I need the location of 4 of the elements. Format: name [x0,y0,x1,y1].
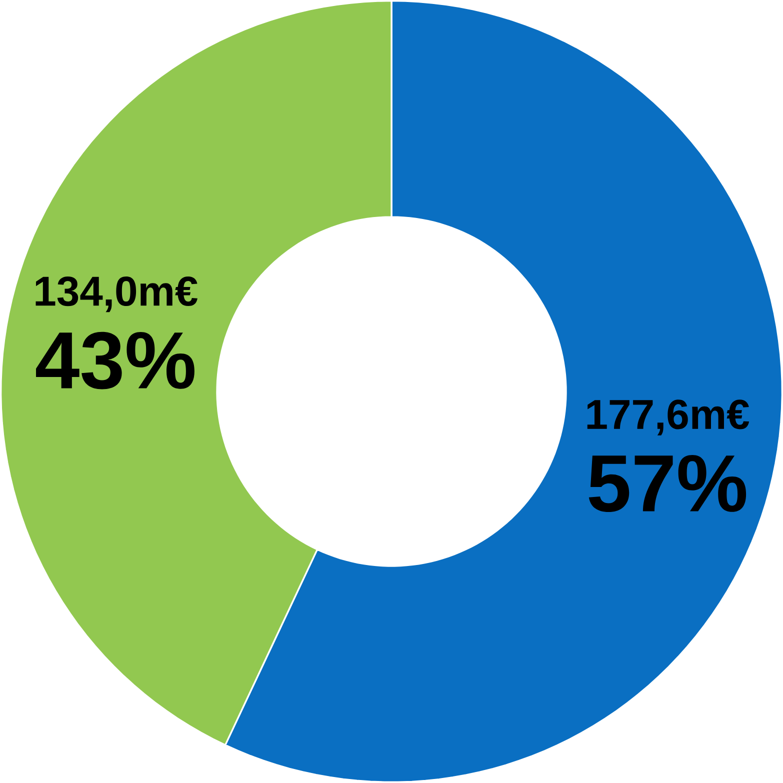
text: 57% [588,455,746,512]
data-label: 134,0m€ [36,276,198,312]
text: 43% [36,332,194,390]
data-label: 177,6m€ [587,400,750,436]
